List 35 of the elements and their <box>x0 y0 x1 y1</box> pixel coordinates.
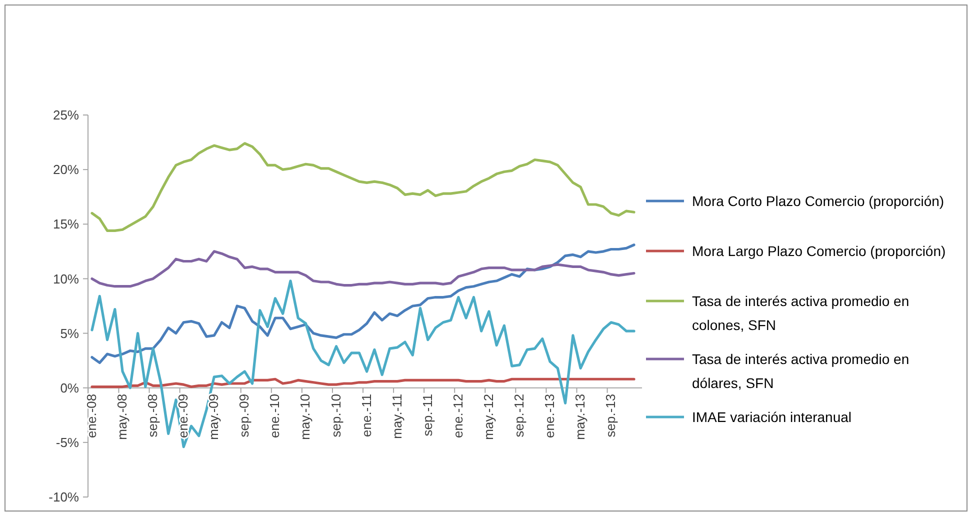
legend-label: Tasa de interés activa promedio en dólares, SFN <box>692 351 910 391</box>
x-tick-label: sep.-08 <box>145 394 160 438</box>
x-tick-label: may.-11 <box>389 394 404 439</box>
x-tick-label: ene.-08 <box>84 394 99 438</box>
legend-label: Mora Largo Plazo Comercio (proporción) <box>692 243 946 259</box>
x-tick-label: may.-08 <box>114 394 130 440</box>
legend-label: Tasa de interés activa promedio en colones, SFN <box>692 293 910 333</box>
line-series <box>90 250 636 288</box>
y-tick-label: -5% <box>56 434 80 450</box>
x-tick-label: ene.-09 <box>176 394 191 438</box>
y-tick-label: 25% <box>52 108 80 123</box>
x-tick-label: ene.-13 <box>542 394 558 438</box>
x-tick-label: may.-10 <box>298 394 313 440</box>
legend-label: IMAE variación interanual <box>692 409 852 425</box>
line-series <box>90 142 636 232</box>
line-series <box>90 244 636 364</box>
y-tick-label: -10% <box>48 490 80 505</box>
x-tick-label: sep.-11 <box>420 394 435 436</box>
x-tick-label: ene.-11 <box>358 394 374 437</box>
x-tick-label: sep.-09 <box>236 394 252 438</box>
x-tick-label: may.-13 <box>572 394 588 440</box>
x-tick-label: sep.-10 <box>328 394 344 438</box>
x-tick-label: may.-12 <box>480 394 496 440</box>
y-tick-label: 10% <box>52 271 80 286</box>
x-tick-label: sep.-13 <box>603 394 618 438</box>
y-tick-label: 5% <box>60 326 80 341</box>
x-tick-label: may.-09 <box>206 394 222 440</box>
x-tick-label: ene.-10 <box>267 394 282 438</box>
y-tick-label: 15% <box>52 216 80 232</box>
x-tick-label: ene.-12 <box>450 394 466 438</box>
legend-label: Mora Corto Plazo Comercio (proporción) <box>692 193 944 209</box>
y-tick-label: 20% <box>52 162 80 178</box>
line-series <box>90 378 636 388</box>
y-tick-label: 0% <box>60 380 80 396</box>
x-tick-label: sep.-12 <box>511 394 526 438</box>
